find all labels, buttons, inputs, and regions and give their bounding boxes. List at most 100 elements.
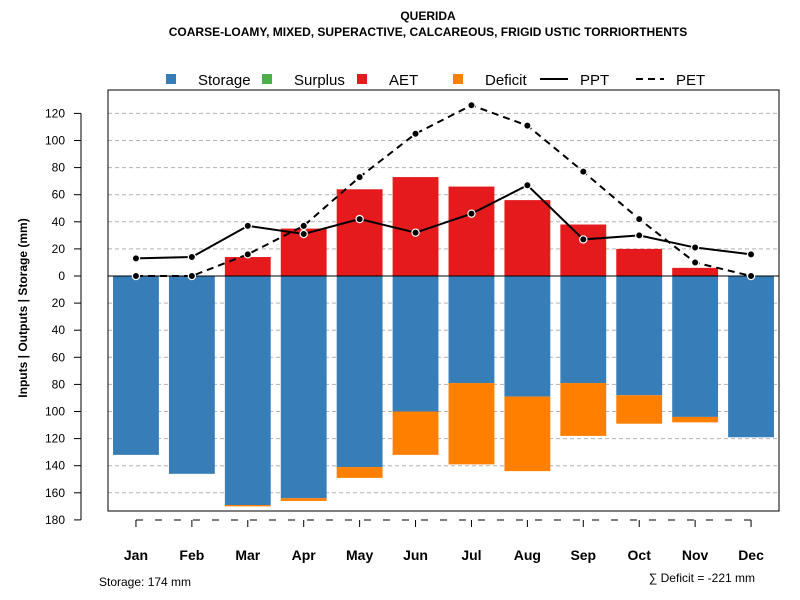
storage-bar-feb <box>168 276 215 474</box>
aet-bar-mar <box>224 257 271 276</box>
x-tick-label-aug: Aug <box>514 547 541 563</box>
storage-bar-oct <box>616 276 663 396</box>
x-tick-label-may: May <box>346 547 373 563</box>
ppt-point-feb <box>187 252 197 262</box>
aet-bar-jul <box>448 186 495 276</box>
storage-note: Storage: 174 mm <box>99 575 191 589</box>
y-tick-label: 60 <box>52 188 66 202</box>
y-tick-label: 80 <box>52 161 66 175</box>
storage-bar-nov <box>672 276 719 417</box>
deficit-bar-apr <box>280 498 327 501</box>
pet-point-aug <box>523 121 532 130</box>
deficit-note: ∑ Deficit = -221 mm <box>649 571 755 585</box>
aet-bar-oct <box>616 248 663 276</box>
legend-label-ppt: PPT <box>580 72 609 89</box>
x-tick-label-dec: Dec <box>738 547 764 563</box>
aet-bar-may <box>336 189 383 276</box>
ppt-point-mar <box>243 221 252 231</box>
bars <box>108 177 779 507</box>
y-tick-label: 80 <box>52 377 66 391</box>
legend-label-pet: PET <box>676 72 705 89</box>
deficit-bar-aug <box>504 396 551 472</box>
pet-point-jul <box>467 101 476 110</box>
y-axis-label: Inputs | Outputs | Storage (mm) <box>16 218 30 397</box>
deficit-bar-jun <box>392 411 439 455</box>
deficit-bar-jul <box>448 383 495 465</box>
storage-bar-aug <box>504 276 551 397</box>
legend-label-deficit: Deficit <box>485 72 528 89</box>
legend-label-surplus: Surplus <box>294 72 345 89</box>
storage-bar-dec <box>728 276 774 438</box>
x-tick-label-sep: Sep <box>570 547 596 563</box>
pet-point-sep <box>579 167 588 176</box>
pet-point-jun <box>411 129 420 138</box>
storage-bar-mar <box>224 276 271 505</box>
y-tick-label: 20 <box>52 296 66 310</box>
pet-line <box>135 104 752 277</box>
deficit-bar-nov <box>672 416 719 423</box>
chart-subtitle: COARSE-LOAMY, MIXED, SUPERACTIVE, CALCAR… <box>169 25 687 39</box>
y-tick-label: 140 <box>45 459 65 473</box>
ppt-point-nov <box>690 243 700 252</box>
y-tick-label: 120 <box>45 106 65 120</box>
x-tick-label-mar: Mar <box>235 547 260 563</box>
x-tick-label-oct: Oct <box>628 547 652 563</box>
y-tick-label: 60 <box>52 350 66 364</box>
y-tick-label: 180 <box>45 513 65 527</box>
pet-point-oct <box>635 214 644 224</box>
storage-bar-jan <box>113 276 159 455</box>
x-tick-label-apr: Apr <box>292 547 317 563</box>
series-lines <box>131 101 756 281</box>
ppt-line <box>135 183 752 260</box>
ppt-point-jul <box>467 209 476 218</box>
y-tick-label: 20 <box>52 242 66 256</box>
storage-bar-may <box>336 276 383 468</box>
pet-point-feb <box>187 271 197 281</box>
deficit-bar-mar <box>224 504 271 507</box>
ppt-point-aug <box>523 181 532 190</box>
legend: Storage Surplus AET Deficit PPT PET <box>166 72 705 89</box>
x-tick-label-jan: Jan <box>124 547 148 563</box>
storage-bar-jun <box>392 276 439 412</box>
ppt-point-may <box>355 214 364 224</box>
aet-bar-aug <box>504 200 551 276</box>
ppt-point-jun <box>411 228 420 237</box>
y-tick-label: 40 <box>52 215 66 229</box>
legend-label-aet: AET <box>389 72 418 89</box>
deficit-bar-oct <box>616 395 663 424</box>
y-tick-label: 0 <box>58 269 65 283</box>
legend-swatch-deficit <box>453 74 463 84</box>
pet-point-jan <box>131 271 141 281</box>
pet-point-may <box>355 172 364 182</box>
storage-bar-jul <box>448 276 495 384</box>
pet-point-nov <box>690 258 700 267</box>
y-tick-label: 100 <box>45 405 65 419</box>
ppt-point-oct <box>635 231 644 240</box>
aet-bar-sep <box>560 224 607 276</box>
y-tick-label: 120 <box>45 432 65 446</box>
ppt-point-dec <box>746 250 756 259</box>
ppt-point-sep <box>579 235 588 244</box>
y-tick-label: 100 <box>45 134 65 148</box>
axes: 120 100 80 60 40 20 0 20 40 60 80 100 120 140 160 180 Ja… <box>45 89 780 563</box>
aet-bar-nov <box>672 267 719 276</box>
pet-point-dec <box>746 271 756 281</box>
legend-swatch-storage <box>166 74 176 84</box>
x-tick-label-feb: Feb <box>179 547 204 563</box>
plot-border <box>107 89 780 512</box>
deficit-bar-sep <box>560 383 607 436</box>
ppt-point-apr <box>299 229 308 239</box>
storage-bar-apr <box>280 276 327 499</box>
storage-bar-sep <box>560 276 607 384</box>
deficit-bar-may <box>336 467 383 478</box>
legend-swatch-aet <box>357 74 367 84</box>
legend-swatch-surplus <box>262 74 272 84</box>
y-tick-label: 40 <box>52 323 66 337</box>
x-tick-label-jul: Jul <box>461 547 481 563</box>
chart-title: QUERIDA <box>400 9 456 23</box>
pet-point-mar <box>243 250 252 259</box>
pet-point-apr <box>299 221 308 231</box>
x-tick-label-jun: Jun <box>403 547 428 563</box>
ppt-point-jan <box>131 254 141 263</box>
